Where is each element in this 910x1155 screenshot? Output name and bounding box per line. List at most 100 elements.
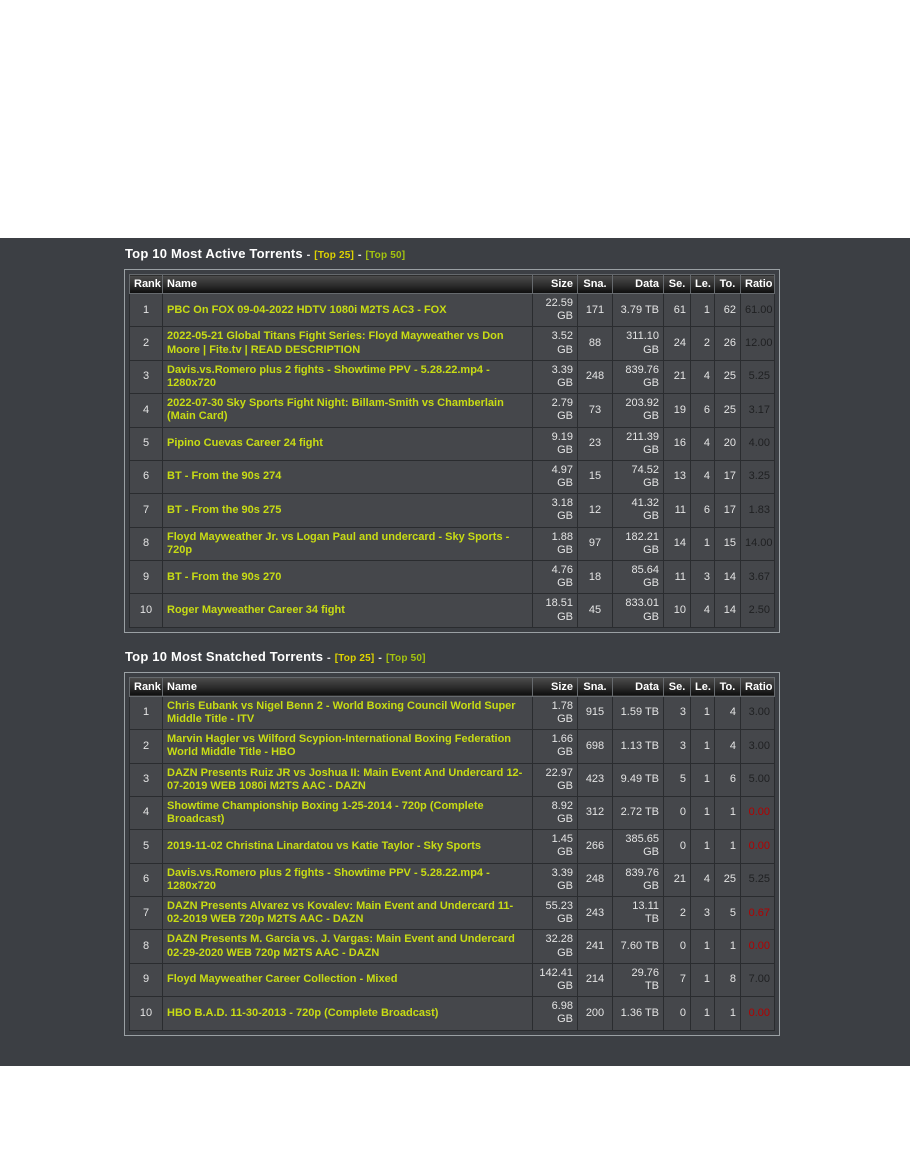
torrent-name-link[interactable]: 2022-05-21 Global Titans Fight Series: F…	[167, 330, 504, 356]
torrent-row: 9 Floyd Mayweather Career Collection - Mi…	[129, 962, 775, 998]
cell-se: 0	[663, 929, 691, 964]
cell-le: 4	[690, 593, 715, 628]
torrent-row: 10 Roger Mayweather Career 34 fight 18.51 …	[129, 593, 775, 628]
torrent-name-link[interactable]: DAZN Presents Ruiz JR vs Joshua II: Main…	[167, 766, 523, 792]
page-title: Top 10 Most Snatched Torrents	[125, 648, 324, 664]
cell-le: 1	[690, 526, 715, 562]
column-header-ratio: Ratio	[740, 274, 775, 294]
cell-data: 74.52 GB	[612, 459, 664, 495]
cell-rank: 8	[129, 929, 163, 964]
cell-ratio: 3.00	[740, 729, 775, 764]
torrent-name-link[interactable]: Roger Mayweather Career 34 fight	[167, 603, 345, 616]
torrent-name-link[interactable]: PBC On FOX 09-04-2022 HDTV 1080i M2TS AC…	[167, 303, 447, 316]
top25-link[interactable]: [Top 25]	[334, 652, 375, 664]
cell-se: 3	[663, 729, 691, 764]
cell-ratio: 0.00	[740, 829, 775, 864]
torrent-table-frame: Rank Name Size Sna. Data Se. Le. To. Ratio 1 Chri…	[124, 671, 780, 1036]
column-header-to: To.	[714, 676, 741, 697]
cell-size: 18.51 GB	[532, 593, 578, 628]
cell-size: 3.39 GB	[532, 862, 578, 898]
cell-to: 14	[714, 559, 741, 595]
column-header-le: Le.	[690, 676, 715, 697]
torrent-name-link[interactable]: Davis.vs.Romero plus 2 fights - Showtime…	[167, 866, 490, 892]
cell-size: 2.79 GB	[532, 393, 578, 428]
most-snatched-torrents-table: Rank Name Size Sna. Data Se. Le. To. Ratio 1 Chri…	[129, 676, 775, 1031]
torrent-name-link[interactable]: Pipino Cuevas Career 24 fight	[167, 437, 323, 450]
cell-sna: 15	[577, 459, 613, 495]
torrent-name-link[interactable]: BT - From the 90s 274	[167, 470, 282, 483]
cell-sna: 88	[577, 326, 613, 361]
cell-size: 1.45 GB	[532, 829, 578, 864]
cell-name: 2022-05-21 Global Titans Fight Series: F…	[162, 326, 533, 361]
cell-se: 19	[663, 393, 691, 428]
torrent-row: 2 Marvin Hagler vs Wilford Scypion-Intern…	[129, 729, 775, 764]
cell-size: 4.76 GB	[532, 559, 578, 595]
column-header-size: Size	[532, 274, 578, 294]
torrent-name-link[interactable]: 2019-11-02 Christina Linardatou vs Katie…	[167, 839, 482, 852]
cell-sna: 73	[577, 393, 613, 428]
cell-name: Floyd Mayweather Career Collection - Mix…	[162, 962, 533, 998]
cell-le: 1	[690, 962, 715, 998]
cell-le: 2	[690, 326, 715, 361]
top50-link[interactable]: [Top 50]	[385, 652, 426, 664]
cell-size: 1.78 GB	[532, 695, 578, 731]
column-header-sna: Sna.	[577, 274, 613, 294]
cell-ratio: 7.00	[740, 962, 775, 998]
torrent-name-link[interactable]: BT - From the 90s 270	[167, 570, 282, 583]
cell-to: 4	[714, 729, 741, 764]
cell-size: 3.52 GB	[532, 326, 578, 361]
title-separator: -	[357, 249, 362, 261]
cell-se: 24	[663, 326, 691, 361]
cell-name: BT - From the 90s 274	[162, 459, 533, 495]
torrent-name-link[interactable]: Chris Eubank vs Nigel Benn 2 - World Box…	[167, 699, 516, 725]
cell-to: 20	[714, 426, 741, 461]
column-header-se: Se.	[663, 676, 691, 697]
torrent-row: 6 Davis.vs.Romero plus 2 fights - Showtim…	[129, 862, 775, 898]
cell-rank: 5	[129, 426, 163, 461]
cell-ratio: 0.00	[740, 996, 775, 1031]
cell-rank: 3	[129, 762, 163, 797]
cell-to: 1	[714, 996, 741, 1031]
torrent-row: 4 Showtime Championship Boxing 1-25-2014 …	[129, 795, 775, 831]
cell-name: HBO B.A.D. 11-30-2013 - 720p (Complete B…	[162, 996, 533, 1031]
column-header-name: Name	[162, 676, 533, 697]
cell-sna: 45	[577, 593, 613, 628]
top25-link[interactable]: [Top 25]	[314, 250, 355, 261]
cell-data: 1.13 TB	[612, 729, 664, 764]
cell-to: 15	[714, 526, 741, 562]
cell-to: 17	[714, 493, 741, 528]
cell-rank: 6	[129, 459, 163, 495]
content-column: Top 10 Most Active Torrents - [Top 25] -…	[124, 246, 780, 1036]
cell-se: 61	[663, 292, 691, 328]
cell-name: DAZN Presents Alvarez vs Kovalev: Main E…	[162, 895, 533, 931]
torrent-name-link[interactable]: Marvin Hagler vs Wilford Scypion-Interna…	[167, 733, 512, 759]
torrent-name-link[interactable]: Floyd Mayweather Career Collection - Mix…	[167, 973, 398, 986]
torrent-row: 5 2019-11-02 Christina Linardatou vs Kati…	[129, 829, 775, 864]
cell-name: Chris Eubank vs Nigel Benn 2 - World Box…	[162, 695, 533, 731]
torrent-name-link[interactable]: DAZN Presents Alvarez vs Kovalev: Main E…	[167, 900, 514, 926]
cell-se: 10	[663, 593, 691, 628]
cell-ratio: 5.25	[740, 862, 775, 898]
torrent-name-link[interactable]: BT - From the 90s 275	[167, 503, 282, 516]
column-header-name: Name	[162, 274, 533, 294]
table-header-row: Rank Name Size Sna. Data Se. Le. To. Ratio	[129, 676, 775, 697]
cell-le: 4	[690, 359, 715, 395]
torrent-name-link[interactable]: DAZN Presents M. Garcia vs. J. Vargas: M…	[167, 933, 515, 959]
cell-ratio: 0.67	[740, 895, 775, 931]
cell-se: 0	[663, 996, 691, 1031]
column-header-sna: Sna.	[577, 676, 613, 697]
cell-se: 0	[663, 795, 691, 831]
section-most-active: Top 10 Most Active Torrents - [Top 25] -…	[124, 246, 780, 633]
column-header-to: To.	[714, 274, 741, 294]
torrent-name-link[interactable]: Floyd Mayweather Jr. vs Logan Paul and u…	[167, 530, 510, 556]
torrent-name-link[interactable]: 2022-07-30 Sky Sports Fight Night: Billa…	[167, 397, 504, 423]
top50-link[interactable]: [Top 50]	[365, 250, 406, 261]
cell-ratio: 1.83	[740, 493, 775, 528]
cell-ratio: 61.00	[740, 292, 775, 328]
cell-rank: 3	[129, 359, 163, 395]
torrent-name-link[interactable]: HBO B.A.D. 11-30-2013 - 720p (Complete B…	[167, 1006, 439, 1019]
cell-data: 385.65 GB	[612, 829, 664, 864]
torrent-row: 5 Pipino Cuevas Career 24 fight 9.19 GB 23 2…	[129, 426, 775, 461]
torrent-name-link[interactable]: Showtime Championship Boxing 1-25-2014 -…	[167, 799, 484, 826]
torrent-name-link[interactable]: Davis.vs.Romero plus 2 fights - Showtime…	[167, 363, 490, 389]
